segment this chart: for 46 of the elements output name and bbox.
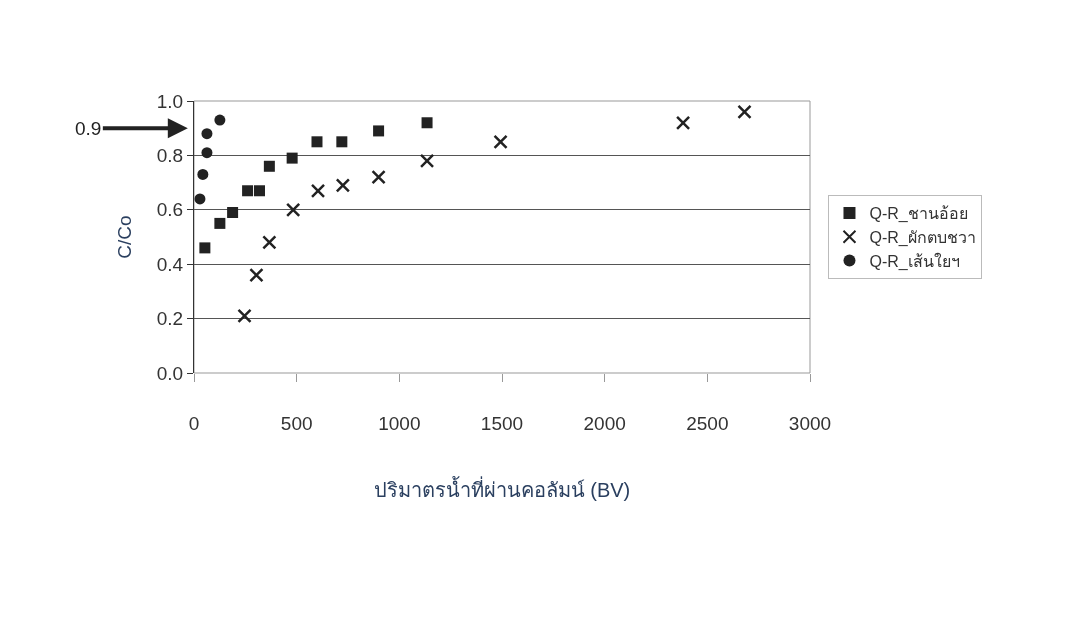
point xyxy=(254,185,265,197)
point xyxy=(263,160,275,172)
x-tick-label: 500 xyxy=(280,412,313,434)
point xyxy=(249,267,264,283)
point xyxy=(285,202,301,218)
point xyxy=(371,169,386,185)
y-axis-title: C/Co xyxy=(113,215,135,259)
y-tick-label: 0.0 xyxy=(156,362,184,384)
point xyxy=(493,134,508,150)
y-tick-label: 0.2 xyxy=(156,308,184,330)
point xyxy=(242,185,254,197)
point xyxy=(227,207,239,219)
point xyxy=(286,152,298,164)
y-tick-label: 0.4 xyxy=(156,253,184,275)
legend-label: Q-R_ผักตบชวา xyxy=(869,228,976,247)
y-tick-label: 0.6 xyxy=(156,199,184,221)
x-tick-label: 1500 xyxy=(480,412,524,434)
point xyxy=(373,125,385,137)
point xyxy=(201,147,213,159)
x-tick-label: 2500 xyxy=(686,412,729,434)
y-tick-label: 0.8 xyxy=(156,145,184,167)
point xyxy=(237,308,252,324)
point xyxy=(194,193,206,205)
x-tick-label: 0 xyxy=(188,412,200,434)
point xyxy=(336,136,348,148)
point xyxy=(311,136,323,148)
point xyxy=(310,183,326,199)
point xyxy=(675,115,691,131)
x-axis-title: ปริมาตรน้ำที่ผ่านคอลัมน์ (BV) xyxy=(373,476,631,502)
y-tick-label: 1.0 xyxy=(156,90,184,112)
legend-label: Q-R_เส้นใยฯ xyxy=(869,251,960,271)
x-tick-label: 2000 xyxy=(583,412,626,434)
point xyxy=(419,153,435,169)
point xyxy=(197,168,209,180)
point xyxy=(214,114,226,126)
legend-label: Q-R_ชานอ้อย xyxy=(869,205,968,224)
point xyxy=(421,117,433,129)
point xyxy=(737,104,752,120)
point xyxy=(262,235,277,250)
x-tick-label: 1000 xyxy=(378,412,421,434)
point xyxy=(201,128,213,140)
x-tick-label: 3000 xyxy=(788,412,832,434)
point xyxy=(214,217,226,229)
text: 0.9 xyxy=(75,118,102,139)
point xyxy=(335,178,351,193)
point xyxy=(199,242,211,254)
